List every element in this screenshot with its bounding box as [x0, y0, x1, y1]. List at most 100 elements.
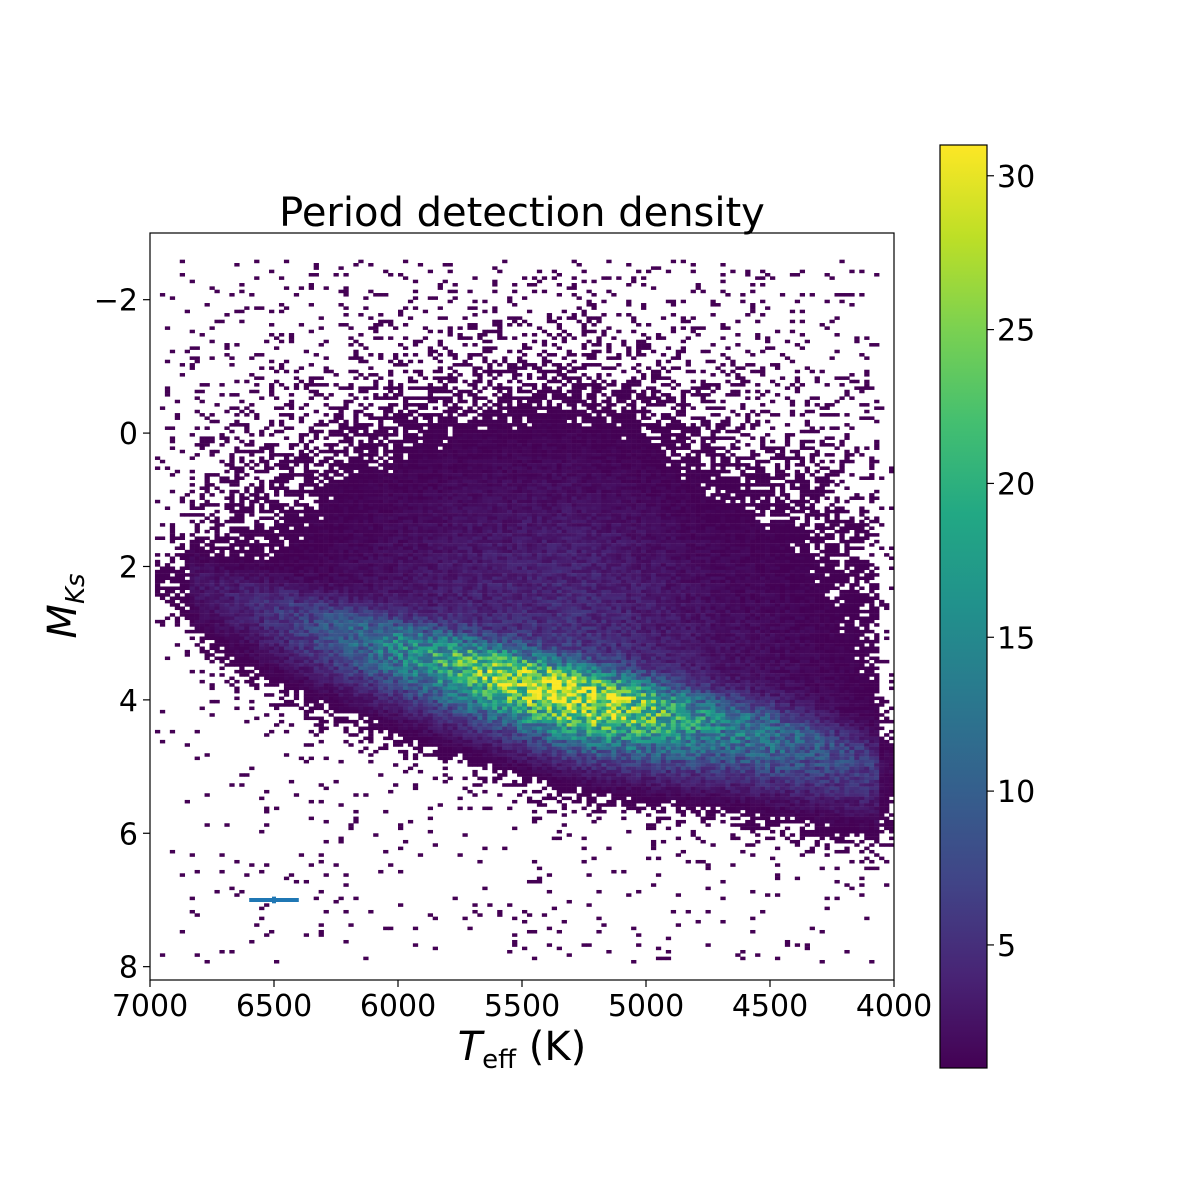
density-bin: [393, 489, 399, 494]
density-bin: [378, 589, 384, 594]
density-bin: [244, 406, 250, 410]
density-bin: [447, 596, 453, 601]
density-bin: [249, 453, 255, 457]
density-bin: [358, 713, 364, 717]
density-bin: [219, 599, 225, 604]
density-bin: [412, 689, 419, 694]
density-bin: [398, 456, 404, 460]
density-bin: [278, 606, 285, 611]
density-bin: [283, 576, 290, 581]
density-bin: [343, 593, 349, 597]
density-bin: [254, 533, 260, 537]
density-bin: [452, 679, 458, 684]
density-bin: [229, 529, 235, 534]
density-bin: [452, 713, 458, 717]
density-bin: [452, 469, 458, 474]
density-bin: [398, 343, 404, 347]
density-bin: [452, 633, 458, 637]
density-bin: [368, 566, 374, 571]
density-bin: [244, 873, 250, 877]
density-bin: [199, 573, 205, 577]
density-bin: [457, 719, 463, 724]
density-bin: [259, 366, 265, 370]
density-bin: [412, 699, 419, 704]
density-bin: [378, 616, 384, 621]
density-bin: [333, 406, 339, 410]
density-bin: [383, 706, 389, 711]
density-bin: [378, 713, 384, 717]
density-bin: [373, 693, 379, 697]
density-bin: [348, 519, 354, 524]
density-bin: [333, 673, 339, 677]
density-bin: [457, 733, 463, 737]
density-bin: [442, 463, 448, 467]
density-bin: [293, 613, 300, 617]
density-bin: [348, 696, 354, 701]
density-bin: [204, 586, 210, 591]
density-bin: [274, 609, 280, 614]
density-bin: [427, 643, 434, 647]
density-bin: [323, 503, 329, 507]
density-bin: [383, 523, 389, 527]
density-bin: [234, 519, 240, 524]
density-bin: [189, 909, 195, 914]
density-bin: [214, 699, 220, 704]
density-bin: [278, 626, 285, 631]
density-bin: [457, 336, 463, 340]
density-bin: [278, 613, 285, 617]
density-bin: [412, 466, 419, 470]
density-bin: [452, 663, 458, 667]
density-bin: [204, 543, 210, 547]
density-bin: [308, 539, 314, 544]
density-bin: [333, 899, 339, 904]
density-bin: [437, 436, 443, 440]
density-bin: [412, 449, 419, 454]
density-bin: [368, 559, 374, 564]
density-bin: [388, 449, 394, 454]
density-bin: [269, 529, 275, 534]
density-bin: [278, 579, 285, 584]
density-bin: [388, 369, 394, 374]
density-bin: [378, 663, 384, 667]
density-bin: [363, 689, 369, 694]
density-bin: [323, 576, 329, 581]
density-bin: [288, 426, 295, 430]
density-bin: [293, 556, 300, 561]
density-bin: [194, 523, 200, 527]
density-bin: [412, 493, 419, 497]
density-bin: [154, 583, 161, 587]
density-bin: [422, 743, 429, 747]
density-bin: [452, 733, 458, 737]
density-bin: [417, 369, 424, 374]
density-bin: [283, 573, 290, 577]
density-bin: [269, 693, 275, 697]
density-bin: [378, 683, 384, 687]
density-bin: [303, 553, 310, 557]
density-bin: [259, 579, 265, 584]
density-bin: [303, 483, 310, 487]
density-bin: [457, 453, 463, 457]
density-bin: [209, 576, 215, 581]
density-bin: [318, 636, 324, 641]
density-bin: [259, 469, 265, 474]
density-bin: [278, 656, 285, 661]
density-bin: [442, 579, 448, 584]
density-bin: [407, 673, 414, 677]
density-bin: [427, 416, 434, 420]
density-bin: [189, 669, 195, 674]
density-bin: [159, 739, 166, 744]
density-bin: [278, 673, 285, 677]
density-bin: [447, 743, 453, 747]
density-bin: [298, 853, 305, 857]
density-bin: [412, 593, 419, 597]
density-bin: [313, 639, 319, 644]
density-bin: [373, 513, 379, 517]
density-bin: [323, 583, 329, 587]
density-bin: [452, 533, 458, 537]
density-bin: [447, 546, 453, 550]
density-bin: [383, 646, 389, 651]
density-bin: [278, 586, 285, 591]
density-bin: [398, 686, 404, 691]
density-bin: [204, 486, 210, 490]
density-bin: [432, 486, 438, 490]
